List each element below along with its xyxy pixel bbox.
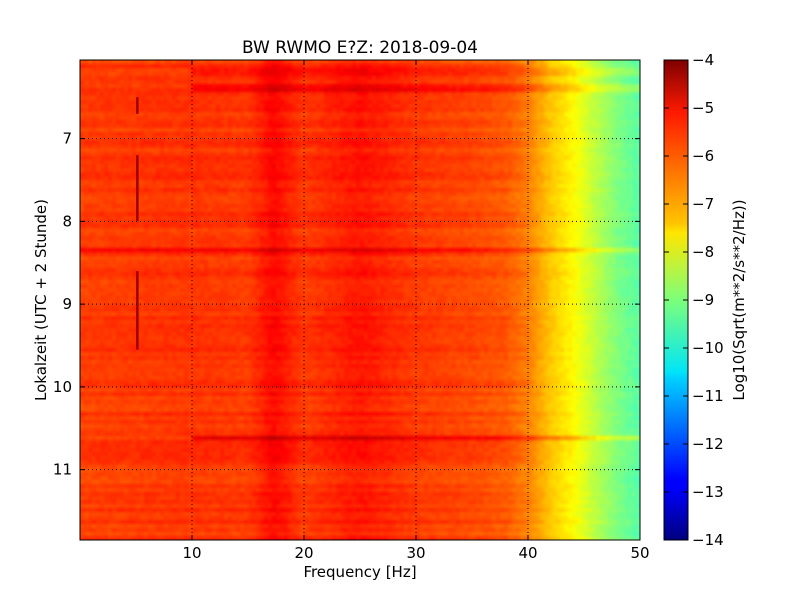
plot-frame — [79, 59, 641, 541]
y-tick-label: 11 — [53, 461, 72, 479]
colorbar-tick-label: −5 — [692, 99, 714, 117]
colorbar-tick-label: −7 — [692, 195, 714, 213]
x-tick-label: 10 — [182, 544, 201, 562]
colorbar-label: Log10(Sqrt(m**2/s**2/Hz)) — [730, 199, 748, 400]
colorbar-tick-label: −9 — [692, 291, 714, 309]
y-tick-label: 10 — [53, 378, 72, 396]
y-axis-label: Lokalzeit (UTC + 2 Stunde) — [32, 199, 50, 401]
x-axis-label: Frequency [Hz] — [303, 563, 416, 581]
y-tick-label: 8 — [62, 212, 72, 230]
x-tick-label: 20 — [294, 544, 313, 562]
spectral-line-4 — [136, 97, 139, 114]
y-tick-label: 7 — [62, 130, 72, 148]
y-tick-label: 9 — [62, 295, 72, 313]
x-tick-label: 30 — [406, 544, 425, 562]
grid-lines — [80, 60, 640, 540]
colorbar-tick-label: −6 — [692, 147, 714, 165]
colorbar-tick-label: −11 — [692, 387, 724, 405]
chart-title: BW RWMO E?Z: 2018-09-04 — [242, 38, 478, 58]
x-tick-label: 50 — [630, 544, 649, 562]
colorbar-ticks: −4 −5 −6 −7 −8 −9 −10 −11 −12 −13 −14 — [664, 51, 724, 549]
colorbar-tick-label: −13 — [692, 483, 724, 501]
colorbar-tick-label: −12 — [692, 435, 724, 453]
spectral-line-3 — [136, 271, 139, 350]
colorbar-tick-label: −8 — [692, 243, 714, 261]
colorbar-tick-label: −10 — [692, 339, 724, 357]
heatmap-area — [80, 60, 640, 540]
colorbar-tick-label: −4 — [692, 51, 714, 69]
colorbar-tick-label: −14 — [692, 531, 724, 549]
x-tick-label: 40 — [518, 544, 537, 562]
x-axis-ticks: 10 20 30 40 50 — [182, 60, 650, 562]
spectral-line-2 — [136, 155, 139, 222]
y-axis-ticks: 7 8 9 10 11 — [53, 130, 640, 479]
spectrogram-raster — [80, 60, 640, 540]
